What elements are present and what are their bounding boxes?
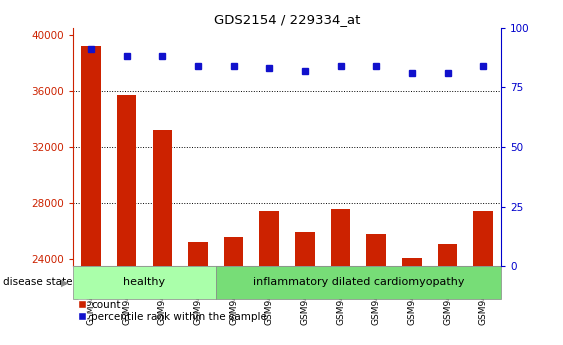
Title: GDS2154 / 229334_at: GDS2154 / 229334_at <box>214 13 360 27</box>
Bar <box>473 211 493 266</box>
Bar <box>216 266 501 299</box>
Bar <box>73 266 216 299</box>
Bar <box>438 244 457 266</box>
Text: healthy: healthy <box>123 277 166 287</box>
Text: inflammatory dilated cardiomyopathy: inflammatory dilated cardiomyopathy <box>253 277 464 287</box>
Text: ▶: ▶ <box>61 277 69 287</box>
Bar <box>331 209 350 266</box>
Bar <box>367 234 386 266</box>
Bar <box>295 233 315 266</box>
Bar <box>224 237 243 266</box>
Bar <box>402 258 422 266</box>
Bar <box>117 95 136 266</box>
Bar <box>153 130 172 266</box>
Text: disease state: disease state <box>3 277 72 287</box>
Bar <box>81 46 101 266</box>
Bar <box>188 242 208 266</box>
Bar <box>260 211 279 266</box>
Legend: count, percentile rank within the sample: count, percentile rank within the sample <box>73 295 271 326</box>
